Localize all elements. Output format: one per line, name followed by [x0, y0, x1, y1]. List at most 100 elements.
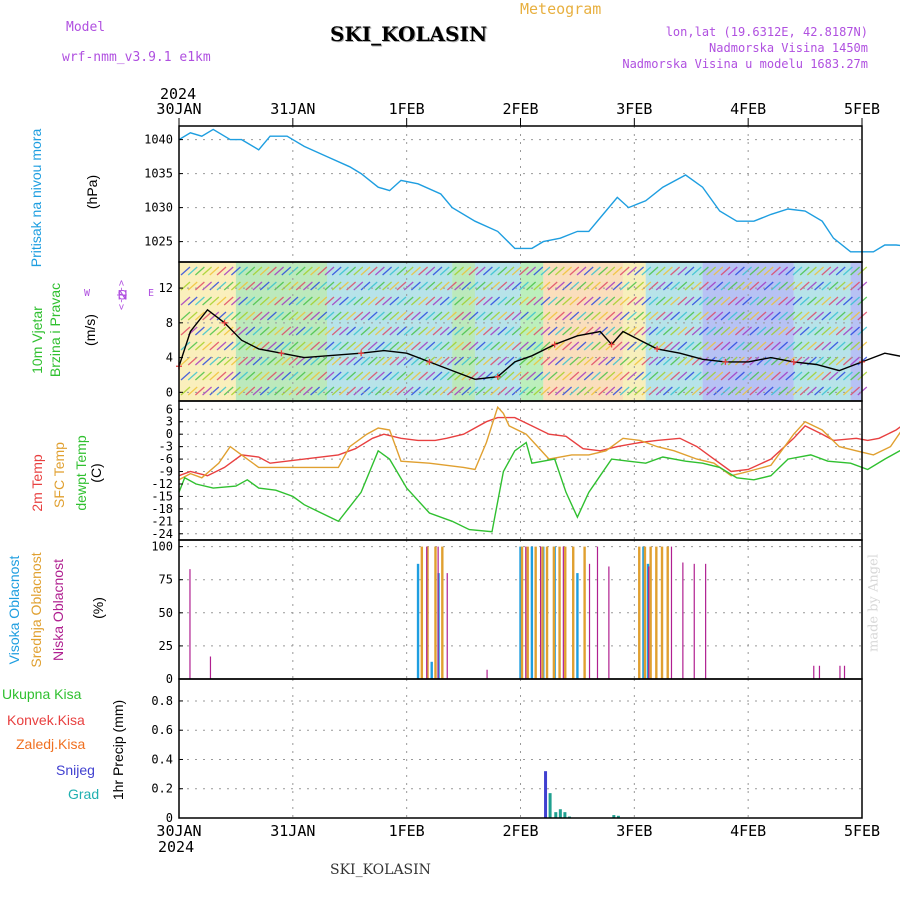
wind-barb [850, 386, 861, 396]
time-label-bottom: 5FEB [844, 822, 880, 840]
wind-barb [223, 311, 234, 321]
wind-barb [763, 311, 774, 321]
wind-barb [281, 371, 292, 381]
wind-barb [619, 386, 630, 396]
wind-barb [475, 386, 486, 396]
wind-barb [583, 371, 594, 381]
temperature-tick-label: -18 [151, 502, 173, 516]
wind-barb [713, 341, 724, 351]
wind-barb [698, 326, 709, 336]
wind-barb [274, 311, 285, 321]
wind-barb [720, 386, 731, 396]
wind-barb [490, 326, 501, 336]
wind-barb [331, 341, 342, 351]
wind-barb [230, 356, 241, 366]
wind-barb [799, 371, 810, 381]
wind-barb [835, 356, 846, 366]
wind-barb [598, 326, 609, 336]
wind-barb [554, 386, 565, 396]
precip-legend-hail: Grad [68, 786, 100, 802]
cloud-bar [643, 546, 647, 679]
wind-barb [216, 296, 227, 306]
wind-barb [216, 386, 227, 396]
wind-barb [734, 386, 745, 396]
wind-barb [324, 386, 335, 396]
precip-bar [616, 815, 620, 818]
wind-barb [842, 341, 853, 351]
time-label-top: 5FEB [844, 100, 880, 118]
wind-barb [331, 356, 342, 366]
wind-barb [814, 266, 825, 276]
wind-barb [194, 371, 205, 381]
wind-barb [245, 326, 256, 336]
time-label-bottom: 3FEB [616, 822, 652, 840]
wind-barb [418, 281, 429, 291]
wind-barb [590, 311, 601, 321]
wind-barb [367, 311, 378, 321]
wind-barb [547, 326, 558, 336]
wind-barb [554, 266, 565, 276]
wind-speed-marker [426, 358, 433, 365]
wind-barb [382, 356, 393, 366]
wind-barb [590, 296, 601, 306]
cloud-bar [648, 566, 650, 679]
wind-barb [842, 386, 853, 396]
wind-barb [850, 266, 861, 276]
wind-barb [497, 356, 508, 366]
wind-barb [763, 266, 774, 276]
wind-barb [756, 371, 767, 381]
wind-barb [691, 266, 702, 276]
pressure-tick-label: 1035 [144, 167, 173, 181]
cloud-bar [530, 546, 534, 679]
wind-barb [526, 281, 537, 291]
precip-legend-total: Ukupna Kisa [2, 686, 82, 702]
wind-barb [655, 386, 666, 396]
wind-barb [454, 371, 465, 381]
wind-barb [835, 371, 846, 381]
wind-barb [209, 341, 220, 351]
wind-barb [814, 296, 825, 306]
wind-speed-marker [221, 319, 228, 326]
wind-barb [338, 326, 349, 336]
wind-barb [720, 371, 731, 381]
wind-barb [317, 371, 328, 381]
wind-barb [475, 311, 486, 321]
wind-barb [317, 356, 328, 366]
wind-barb [346, 371, 357, 381]
wind-barb [238, 266, 249, 276]
wind-barb [180, 356, 191, 366]
wind-barb [302, 311, 313, 321]
wind-barb [353, 266, 364, 276]
wind-barb [670, 341, 681, 351]
cloud-bar [534, 546, 537, 679]
wind-barb [526, 356, 537, 366]
wind-barb [425, 326, 436, 336]
wind-barb [742, 341, 753, 351]
precip-bar [563, 812, 567, 818]
lonlat-info: lon,lat (19.6312E, 42.8187N) [665, 25, 868, 39]
wind-barb [266, 326, 277, 336]
wind-barb [547, 266, 558, 276]
wind-barb [598, 281, 609, 291]
wind-barb [187, 281, 198, 291]
wind-barb [418, 266, 429, 276]
wind-barb [540, 371, 551, 381]
wind-barb [547, 311, 558, 321]
wind-barb [547, 296, 558, 306]
cloud-bar [545, 546, 549, 679]
wind-barb [734, 356, 745, 366]
wind-barb [648, 386, 659, 396]
wind-barb [194, 311, 205, 321]
wind-barb [324, 341, 335, 351]
wind-barb [209, 311, 220, 321]
wind-barb [670, 296, 681, 306]
wind-barb [338, 311, 349, 321]
wind-barb [547, 386, 558, 396]
wind-barb [518, 326, 529, 336]
wind-barb [540, 341, 551, 351]
wind-barb [648, 311, 659, 321]
wind-barb [720, 326, 731, 336]
wind-barb [727, 326, 738, 336]
cloud-bar [420, 546, 424, 679]
